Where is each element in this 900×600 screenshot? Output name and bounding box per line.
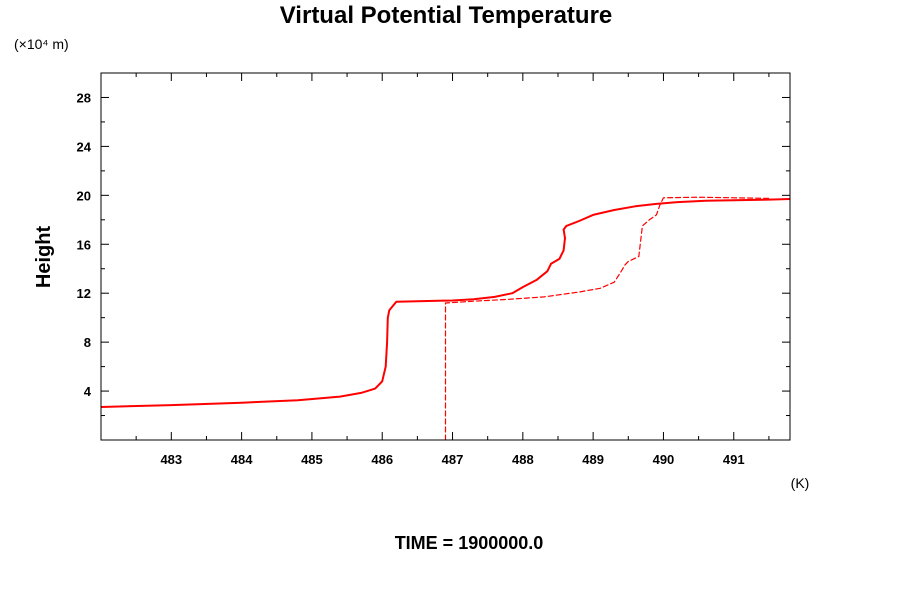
y-tick-label: 8 bbox=[84, 335, 91, 350]
x-tick-label: 489 bbox=[582, 452, 604, 467]
time-label: TIME = 1900000.0 bbox=[395, 533, 544, 553]
y-tick-label: 20 bbox=[77, 188, 91, 203]
x-tick-label: 486 bbox=[371, 452, 393, 467]
x-tick-label: 487 bbox=[442, 452, 464, 467]
x-tick-label: 484 bbox=[231, 452, 253, 467]
x-unit-label: (K) bbox=[791, 475, 810, 491]
y-tick-label: 12 bbox=[77, 286, 91, 301]
y-tick-label: 24 bbox=[77, 139, 92, 154]
y-axis-label: Height bbox=[33, 226, 55, 289]
x-tick-label: 485 bbox=[301, 452, 323, 467]
x-tick-label: 488 bbox=[512, 452, 534, 467]
chart-title: Virtual Potential Temperature bbox=[280, 2, 613, 29]
y-tick-label: 28 bbox=[77, 90, 91, 105]
series-line-dashed bbox=[444, 196, 770, 440]
y-tick-label: 16 bbox=[77, 237, 91, 252]
x-tick-label: 491 bbox=[723, 452, 745, 467]
y-tick-label: 4 bbox=[84, 384, 92, 399]
series-group bbox=[101, 196, 790, 440]
x-tick-label: 483 bbox=[160, 452, 182, 467]
x-tick-label: 490 bbox=[653, 452, 675, 467]
y-unit-label: (×10⁴ m) bbox=[14, 36, 69, 52]
plot-frame bbox=[100, 72, 791, 441]
series-line-solid bbox=[101, 198, 790, 408]
tick-labels: 483 484 485 486 487 488 489 490 491 4 8 12 16 20 24 28 bbox=[77, 90, 745, 467]
axis-ticks bbox=[100, 72, 790, 440]
